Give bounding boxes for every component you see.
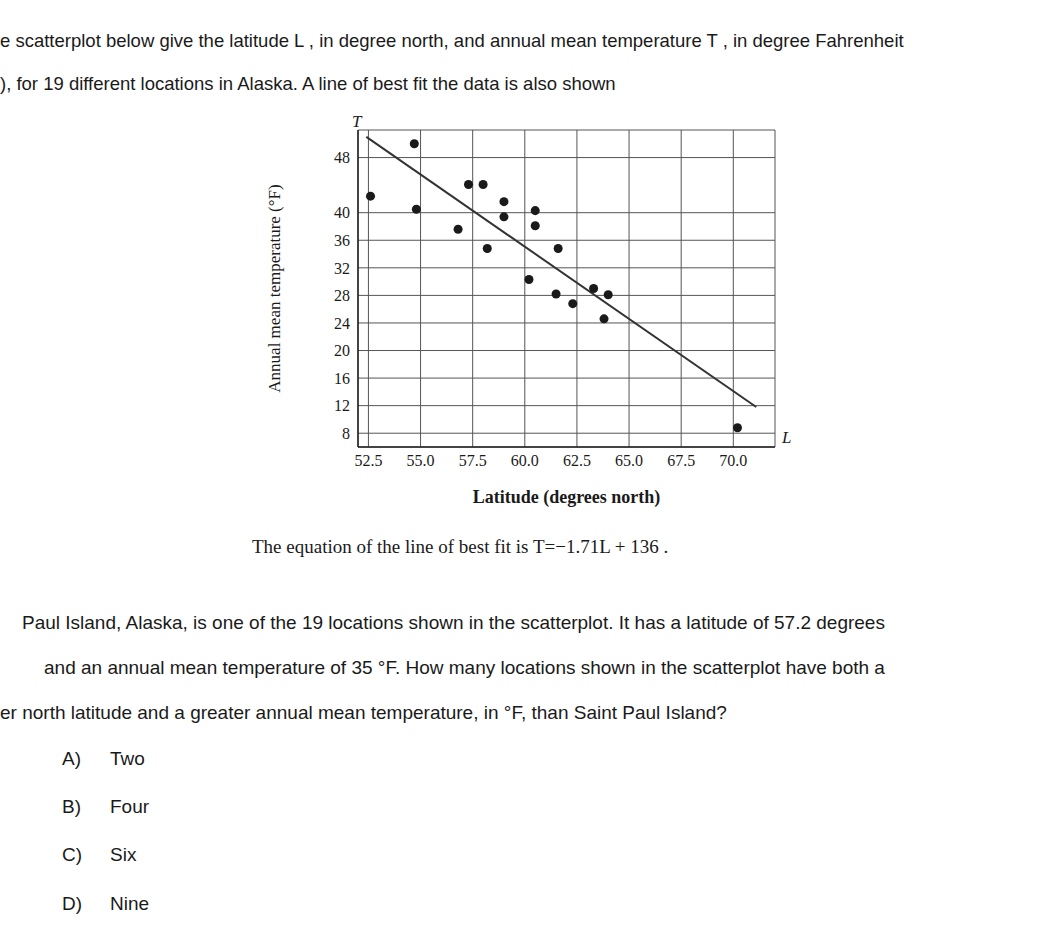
svg-text:57.5: 57.5 — [459, 452, 487, 469]
svg-text:62.5: 62.5 — [563, 452, 591, 469]
svg-text:65.0: 65.0 — [615, 452, 643, 469]
svg-text:48: 48 — [334, 149, 350, 166]
html-text:Four: Four — [110, 796, 150, 817]
svg-text:8: 8 — [342, 425, 350, 442]
svg-text:67.5: 67.5 — [667, 452, 695, 469]
html-text:and an annual mean temperature: and an annual mean temperature of 35 °F.… — [44, 657, 885, 678]
html-text:), for 19 different locations: ), for 19 different locations in Alaska.… — [0, 73, 616, 94]
svg-text:24: 24 — [334, 315, 350, 332]
html-text:C): C) — [62, 844, 83, 865]
html-text:e scatterplot below give the l: e scatterplot below give the latitude L … — [0, 30, 904, 51]
svg-text:70.0: 70.0 — [719, 452, 747, 469]
html-text:B): B) — [62, 796, 81, 817]
svg-text:40: 40 — [334, 204, 350, 221]
html-text:Paul Island, Alaska, is one of: Paul Island, Alaska, is one of the 19 lo… — [22, 612, 885, 633]
html-text:T: T — [352, 112, 362, 131]
html-text:Two: Two — [110, 748, 145, 769]
svg-text:16: 16 — [334, 370, 350, 387]
html-text:The equation of the line of be: The equation of the line of best fit is … — [252, 536, 669, 557]
svg-text:28: 28 — [334, 287, 350, 304]
html-text:Six: Six — [110, 844, 137, 865]
svg-text:36: 36 — [334, 232, 350, 249]
html-text:A): A) — [62, 748, 81, 769]
html-text:D): D) — [62, 893, 83, 914]
html-text:L: L — [782, 428, 792, 447]
svg-text:12: 12 — [334, 397, 350, 414]
svg-text:20: 20 — [334, 342, 350, 359]
svg-text:52.5: 52.5 — [354, 452, 382, 469]
svg-text:55.0: 55.0 — [407, 452, 435, 469]
svg-text:32: 32 — [334, 260, 350, 277]
svg-text:Latitude (degrees north): Latitude (degrees north) — [473, 487, 661, 508]
html-text:er north latitude and a greate: er north latitude and a greater annual m… — [0, 702, 727, 723]
html-text:Nine: Nine — [110, 893, 150, 914]
svg-text:60.0: 60.0 — [511, 452, 539, 469]
svg-text:Annual mean temperature (°F): Annual mean temperature (°F) — [265, 184, 284, 392]
